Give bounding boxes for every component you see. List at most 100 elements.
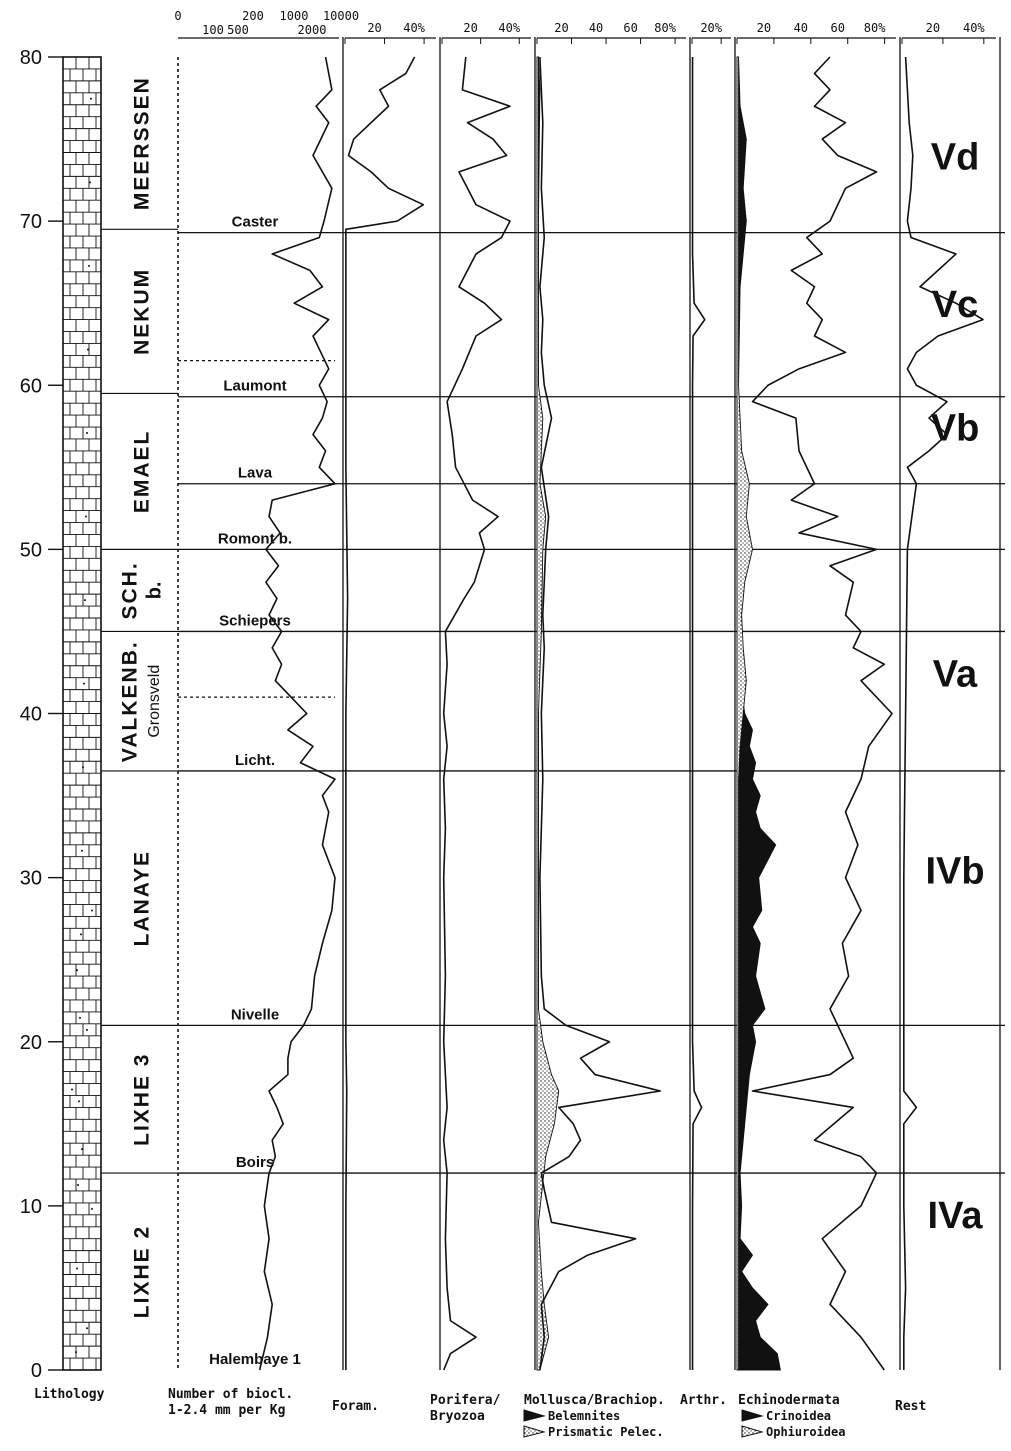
bioclast-scale-label: 500 bbox=[227, 23, 249, 37]
area-fills bbox=[536, 56, 781, 1371]
lithology-dot bbox=[79, 1016, 81, 1019]
legend-swatch-belemnites bbox=[523, 1409, 546, 1422]
horizon-lines: Caster Laumont Lava Romont b. Schiepers Licht… bbox=[178, 214, 1005, 1368]
legend-label-prismatic-pelec: Prismatic Pelec. bbox=[548, 1425, 664, 1439]
formation-sublabel: Gronsveld bbox=[146, 665, 163, 738]
y-tick-label: 50 bbox=[20, 539, 42, 561]
lithology-dot bbox=[77, 1183, 79, 1186]
lithology-dot bbox=[89, 181, 91, 184]
formation-sublabel: b. bbox=[143, 582, 165, 600]
lithology-dot bbox=[85, 515, 87, 518]
zone-label: Vd bbox=[931, 136, 980, 178]
y-tick-label: 10 bbox=[20, 1196, 42, 1218]
column-labels: Lithology Number of biocl.1-2.4 mm per Kg… bbox=[34, 1387, 926, 1439]
series-mollusca bbox=[539, 56, 662, 1371]
y-tick-label: 80 bbox=[20, 47, 42, 69]
horizon-label: Schiepers bbox=[219, 612, 291, 629]
label-foram: Foram. bbox=[332, 1399, 379, 1414]
formation-label: VALKENB. bbox=[119, 640, 142, 762]
legend-label-ophiuroidea: Ophiuroidea bbox=[766, 1425, 845, 1439]
legend-swatch-ophiuroidea bbox=[741, 1425, 764, 1438]
formation-label: NEKUM bbox=[131, 268, 154, 355]
bioclast-scale-label: 2000 bbox=[298, 23, 327, 37]
bioclast-scale-label: 0 bbox=[174, 9, 181, 23]
zone-label: Vb bbox=[931, 407, 980, 449]
horizon-label: Laumont bbox=[223, 378, 286, 395]
fill-ophiuroidea bbox=[736, 56, 753, 1371]
series-rest bbox=[903, 56, 984, 1370]
label-bioclasts: Number of biocl. bbox=[168, 1387, 293, 1402]
label-arthr: Arthr. bbox=[680, 1393, 727, 1408]
formation-label: LIXHE 2 bbox=[131, 1225, 154, 1318]
column-frames bbox=[178, 37, 1001, 1370]
bioclast-scale-label: 100 bbox=[202, 23, 224, 37]
mollusca-scale-label: 60 bbox=[623, 21, 637, 35]
depth-axis: 0 10 20 30 40 50 60 70 80 bbox=[20, 47, 179, 1382]
lithology-dot bbox=[82, 766, 84, 769]
echinodermata-scale-label: 40 bbox=[794, 21, 808, 35]
lithology-dot bbox=[71, 1088, 73, 1091]
lithology-dot bbox=[91, 1207, 93, 1210]
bioclast-scale-label: 200 bbox=[242, 9, 264, 23]
horizon-label: Caster bbox=[232, 214, 279, 231]
mollusca-scale-label: 40 bbox=[589, 21, 603, 35]
horizon-label: Romont b. bbox=[218, 530, 292, 547]
foram-scale-label: 20 bbox=[367, 21, 381, 35]
top-scales: 0 200 1000 10000 100 500 2000 20 40% 20 40% 20 40 60 8… bbox=[174, 9, 985, 44]
zone-label: IVa bbox=[928, 1195, 984, 1237]
label-bioclasts-sub: 1-2.4 mm per Kg bbox=[168, 1403, 285, 1418]
porifera-scale-label: 40% bbox=[498, 21, 520, 35]
lithology-dot bbox=[86, 1327, 88, 1330]
fill-crinoidea bbox=[736, 56, 781, 1371]
lithology-dot bbox=[86, 1028, 88, 1031]
formation-label: SCH. bbox=[119, 561, 142, 619]
lithology-dot bbox=[86, 431, 88, 434]
formation-label: EMAEL bbox=[131, 430, 154, 514]
mollusca-scale-label: 20 bbox=[554, 21, 568, 35]
lithology-dot bbox=[81, 1148, 83, 1151]
series-arthr bbox=[691, 57, 706, 1370]
label-mollusca: Mollusca/Brachiop. bbox=[524, 1393, 665, 1408]
arthr-scale-label: 20% bbox=[700, 21, 722, 35]
rest-scale-label: 40% bbox=[963, 21, 985, 35]
zone-label: Va bbox=[933, 653, 978, 695]
label-lithology: Lithology bbox=[34, 1387, 105, 1402]
lithology-dot bbox=[81, 849, 83, 852]
porifera-scale-label: 20 bbox=[463, 21, 477, 35]
formation-label: LANAYE bbox=[131, 850, 154, 946]
lithology-dot bbox=[75, 1351, 77, 1354]
label-rest: Rest bbox=[895, 1399, 926, 1414]
series-foram bbox=[345, 56, 425, 1370]
lithology-dot bbox=[83, 682, 85, 685]
bioclast-scale-label: 10000 bbox=[323, 9, 359, 23]
mollusca-scale-label: 80% bbox=[654, 21, 676, 35]
y-tick-label: 0 bbox=[31, 1360, 42, 1382]
echinodermata-scale-label: 20 bbox=[757, 21, 771, 35]
label-porifera: Porifera/ bbox=[430, 1393, 501, 1408]
zone-labels: Vd Vc Vb Va IVb IVa bbox=[925, 136, 984, 1237]
horizon-label: Lava bbox=[238, 465, 273, 482]
lithology-dot bbox=[87, 348, 89, 351]
lithology-dot bbox=[76, 1267, 78, 1270]
horizon-label: Nivelle bbox=[231, 1006, 279, 1023]
lithology-dot bbox=[91, 909, 93, 912]
data-series bbox=[258, 56, 984, 1371]
bioclast-scale-label: 1000 bbox=[280, 9, 309, 23]
y-tick-label: 30 bbox=[20, 868, 42, 890]
legend-swatch-crinoidea bbox=[741, 1409, 764, 1422]
lithology-dot bbox=[80, 933, 82, 936]
label-bryozoa: Bryozoa bbox=[430, 1409, 485, 1424]
legend-label-belemnites: Belemnites bbox=[548, 1409, 620, 1423]
y-tick-label: 60 bbox=[20, 375, 42, 397]
horizon-label: Halembaye 1 bbox=[209, 1351, 301, 1368]
foram-scale-label: 40% bbox=[403, 21, 425, 35]
fill-prismatic_pelec bbox=[536, 56, 560, 1371]
y-tick-label: 70 bbox=[20, 211, 42, 233]
echinodermata-scale-label: 60 bbox=[830, 21, 844, 35]
legend-label-crinoidea: Crinoidea bbox=[766, 1409, 831, 1423]
lithology-dot bbox=[90, 97, 92, 100]
horizon-label: Boirs bbox=[236, 1154, 274, 1171]
lithology-dot bbox=[76, 969, 78, 972]
series-bioclasts bbox=[258, 56, 336, 1371]
